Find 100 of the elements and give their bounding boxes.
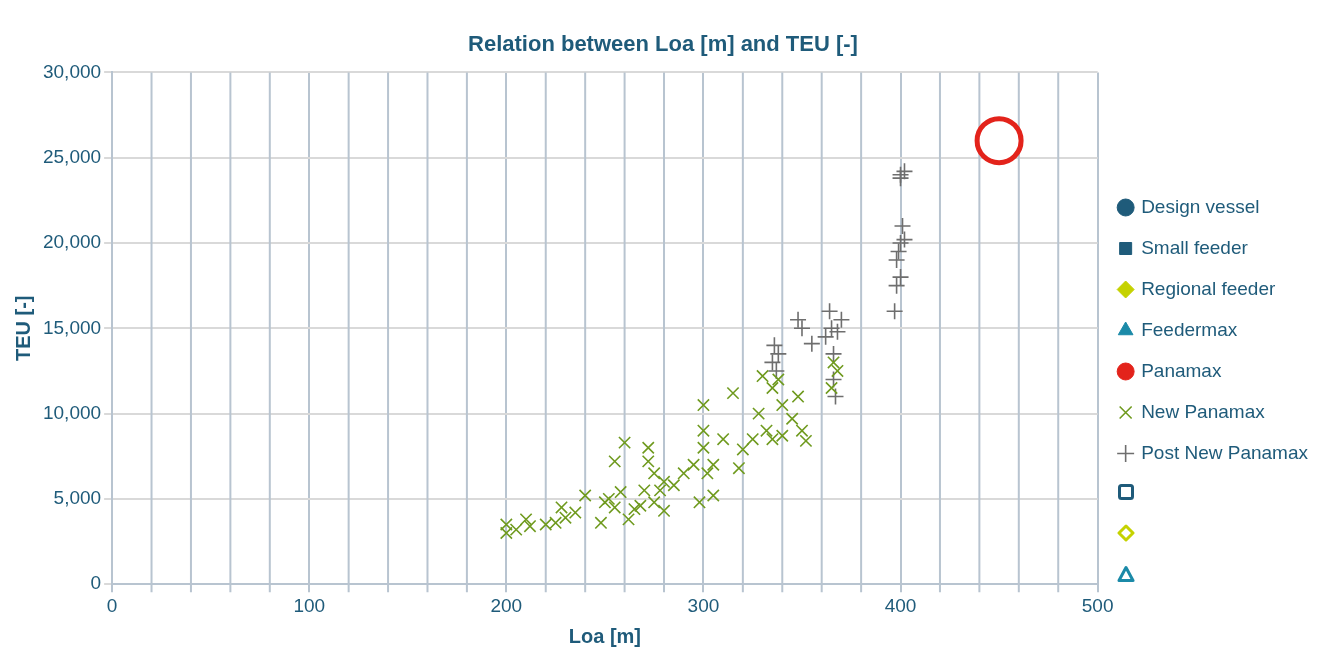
point	[827, 355, 840, 369]
point	[775, 429, 789, 443]
point	[732, 461, 746, 475]
point	[795, 424, 809, 438]
point	[793, 319, 811, 338]
point	[706, 489, 720, 502]
y-tick-label: 5,000	[53, 487, 102, 509]
point	[594, 516, 608, 530]
point	[622, 512, 635, 526]
point	[726, 386, 740, 400]
point	[831, 364, 844, 378]
y-tick-label: 25,000	[42, 145, 102, 167]
point	[891, 169, 910, 187]
point	[822, 319, 841, 338]
point	[775, 398, 789, 412]
point	[832, 310, 851, 329]
point	[653, 483, 667, 497]
x-tick-label: 100	[293, 594, 326, 616]
legend-label: Post New Panamax	[1141, 441, 1309, 463]
point	[769, 345, 788, 363]
point	[657, 475, 671, 489]
point	[696, 424, 710, 438]
x-tick-label: 400	[884, 594, 917, 616]
point	[763, 353, 782, 372]
point	[760, 424, 773, 438]
point	[667, 478, 681, 492]
point	[891, 268, 910, 286]
y-tick-label: 15,000	[42, 316, 102, 338]
x-tick-label: 500	[1081, 594, 1114, 616]
point	[828, 322, 847, 341]
point	[696, 441, 710, 455]
point	[887, 276, 906, 295]
point	[706, 458, 720, 472]
point	[539, 518, 553, 531]
point	[889, 242, 908, 261]
point	[826, 387, 845, 406]
point	[799, 434, 813, 448]
point	[765, 381, 779, 395]
point	[820, 302, 839, 321]
point	[602, 492, 616, 506]
point	[549, 516, 563, 530]
point	[696, 398, 710, 412]
point	[647, 495, 661, 509]
point	[608, 500, 622, 514]
legend-label: Feedermax	[1141, 318, 1238, 340]
point	[824, 345, 843, 363]
point	[700, 466, 714, 480]
point	[568, 506, 582, 519]
point	[771, 373, 785, 386]
x-tick-label: 300	[687, 594, 720, 616]
point	[559, 511, 572, 525]
point	[618, 436, 632, 450]
point	[677, 466, 691, 480]
point	[767, 362, 786, 380]
point	[598, 495, 612, 509]
point	[756, 369, 770, 383]
point	[627, 502, 641, 516]
x-tick-label: 0	[106, 594, 118, 616]
point	[752, 407, 766, 421]
point	[693, 495, 706, 509]
point	[555, 500, 568, 514]
y-axis-title: TEU [-]	[11, 295, 34, 362]
point	[803, 334, 821, 353]
point	[614, 485, 628, 499]
point	[885, 302, 904, 321]
point	[974, 116, 1024, 166]
y-tick-label: 10,000	[42, 401, 102, 423]
y-tick-label: 30,000	[42, 60, 102, 82]
point	[891, 234, 910, 252]
point	[791, 390, 805, 403]
point	[765, 432, 779, 446]
legend-label: Panamax	[1141, 359, 1222, 381]
legend-label: Small feeder	[1141, 236, 1249, 258]
x-axis-title: Loa [m]	[568, 624, 641, 647]
point	[895, 162, 914, 181]
point	[746, 432, 760, 446]
point	[816, 328, 835, 346]
point	[716, 432, 730, 446]
point	[893, 217, 912, 235]
point	[578, 489, 592, 502]
x-tick-label: 200	[490, 594, 523, 616]
point	[519, 512, 533, 526]
point	[509, 523, 523, 537]
point	[657, 504, 671, 518]
point	[789, 310, 807, 329]
point	[608, 454, 622, 468]
point	[633, 499, 647, 513]
point	[887, 251, 906, 269]
point	[687, 458, 701, 472]
y-tick-label: 0	[90, 572, 102, 594]
point	[765, 336, 784, 355]
chart-title: Relation between Loa [m] and TEU [-]	[468, 31, 858, 57]
point	[736, 442, 750, 456]
point	[647, 466, 661, 480]
point	[637, 483, 651, 497]
point	[825, 381, 839, 395]
legend-label: Design vessel	[1141, 195, 1260, 217]
point	[895, 230, 914, 249]
y-tick-label: 20,000	[42, 231, 102, 253]
legend-label: Regional feeder	[1141, 277, 1276, 299]
